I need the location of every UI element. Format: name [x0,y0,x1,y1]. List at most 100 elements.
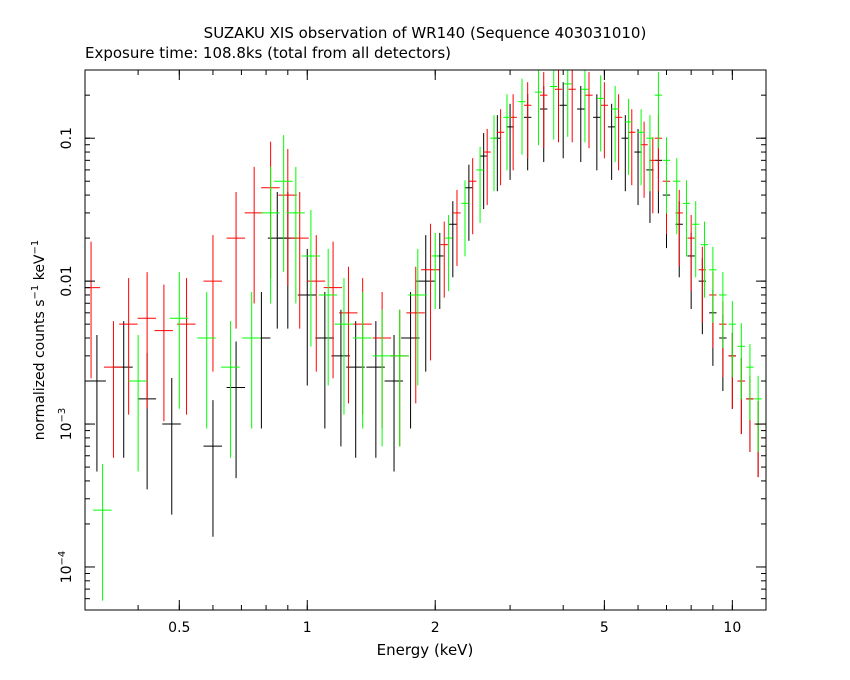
data-point [634,128,642,206]
data-point [577,85,585,163]
data-point [119,278,138,415]
data-point [177,278,196,415]
data-point [754,375,762,452]
data-point [440,221,448,298]
data-point [408,248,427,386]
data-point [624,98,633,175]
data-point [286,166,305,304]
data-point [549,70,558,140]
x-tick-label: 10 [723,620,741,636]
data-point [523,82,532,159]
data-point [154,284,173,422]
data-point [465,164,473,241]
data-point [461,180,469,257]
data-point [444,215,453,292]
data-point [242,291,261,429]
data-point [334,278,353,415]
data-point [496,109,505,186]
data-point [682,180,691,257]
data-point [540,72,548,149]
data-point [226,341,246,479]
data-point [353,291,372,429]
data-point [137,272,157,409]
data-point [274,135,293,272]
data-point [476,146,484,223]
data-point [128,334,148,472]
data-point [559,82,567,159]
series-1 [85,70,767,491]
data-point [673,158,681,235]
data-point [637,109,645,186]
data-point [346,321,365,458]
data-point [607,103,616,180]
data-point [654,72,663,149]
data-point [416,235,435,372]
data-point [662,137,671,214]
chart-title: SUZAKU XIS observation of WR140 (Sequenc… [204,24,647,42]
data-point [596,75,605,152]
data-point [640,121,648,198]
data-point [719,271,727,349]
data-point [700,221,709,298]
data-point [401,291,420,429]
data-point [297,248,317,386]
y-tick-label: 10−3 [57,408,75,441]
data-point [162,377,181,515]
data-point [318,248,338,386]
data-point [93,464,112,601]
y-tick-label: 0.01 [59,266,75,297]
data-point [103,321,123,458]
data-point [493,115,501,192]
data-point [390,309,409,447]
data-point [197,291,216,429]
data-point [406,266,425,404]
data-point [203,235,222,372]
x-tick-label: 5 [600,620,609,636]
data-point [221,321,240,458]
data-point [431,232,439,309]
data-point [290,192,309,329]
data-point [449,201,457,278]
data-point [628,109,636,186]
data-point [600,82,609,159]
x-tick-label: 1 [303,620,312,636]
data-point [226,192,246,329]
data-point [306,235,326,372]
data-point [518,78,526,155]
data-point [278,149,297,286]
data-point [746,344,754,421]
data-point [611,85,619,163]
data-point [87,334,106,472]
y-tick-label: 10−4 [57,551,75,584]
data-point [468,158,477,235]
data-point [728,301,736,378]
data-point [614,94,623,171]
data-point [581,70,589,143]
data-point [315,291,334,429]
data-point [301,209,320,347]
data-point [554,70,563,143]
data-point [421,223,440,361]
data-point [479,132,488,210]
series-0 [87,82,762,537]
plot-frame [84,69,767,611]
x-axis-label: Energy (keV) [377,641,474,659]
chart-subtitle: Exposure time: 108.8ks (total from all d… [85,44,451,62]
y-axis-label: normalized counts s−1 keV−1 [30,240,48,441]
data-point [114,321,133,458]
data-point [646,115,654,192]
data-point [593,94,601,171]
data-point [490,115,498,192]
data-point [568,70,576,143]
data-point [687,215,695,292]
data-point [483,128,491,206]
data-point [534,70,543,146]
x-tick-label: 2 [431,620,440,636]
data-point [503,94,511,171]
data-point [621,115,629,192]
data-point [323,241,343,379]
data-point [585,72,593,149]
data-point [244,166,264,304]
data-point [372,309,392,447]
